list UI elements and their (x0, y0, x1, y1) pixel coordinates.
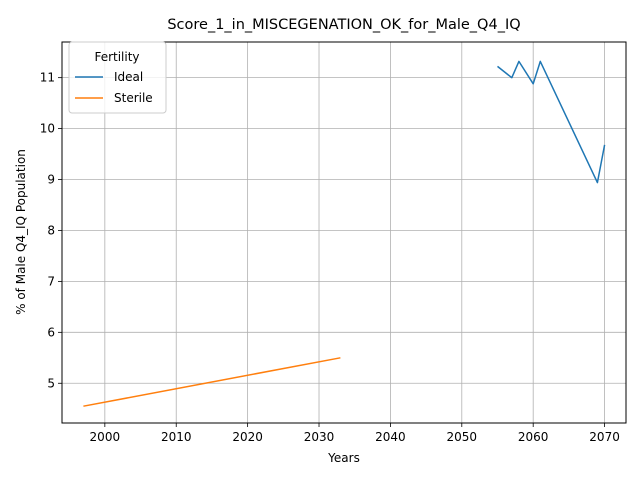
y-tick-label: 8 (47, 223, 55, 237)
legend-box (68, 41, 167, 114)
x-axis-ticks: 2000 2010 2020 2030 2040 2050 2060 2070 (90, 423, 620, 444)
grid-lines (62, 42, 626, 423)
y-tick-label: 6 (47, 325, 55, 339)
y-tick-label: 11 (40, 71, 55, 85)
plot-frame (61, 41, 627, 424)
y-tick-label: 7 (47, 274, 55, 288)
x-tick-label: 2030 (304, 430, 335, 444)
x-tick-label: 2060 (518, 430, 549, 444)
legend: Fertility Ideal Sterile (68, 41, 167, 114)
y-tick-label: 5 (47, 376, 55, 390)
series-lines (83, 60, 606, 407)
y-axis-ticks: 5 6 7 8 9 10 11 (40, 71, 62, 390)
x-axis-label: Years (327, 451, 360, 465)
y-tick-label: 10 (40, 122, 55, 136)
legend-label-ideal: Ideal (114, 70, 143, 84)
series-line-ideal (497, 60, 606, 184)
y-axis-label: % of Male Q4_IQ Population (14, 149, 28, 315)
x-tick-label: 2050 (447, 430, 478, 444)
x-tick-label: 2020 (232, 430, 263, 444)
y-tick-label: 9 (47, 173, 55, 187)
x-tick-label: 2070 (589, 430, 620, 444)
series-line-sterile (83, 357, 341, 407)
x-tick-label: 2040 (375, 430, 406, 444)
legend-title: Fertility (94, 50, 139, 64)
x-tick-label: 2000 (90, 430, 121, 444)
chart-title: Score_1_in_MISCEGENATION_OK_for_Male_Q4_… (167, 17, 520, 33)
x-tick-label: 2010 (161, 430, 192, 444)
legend-label-sterile: Sterile (114, 91, 153, 105)
